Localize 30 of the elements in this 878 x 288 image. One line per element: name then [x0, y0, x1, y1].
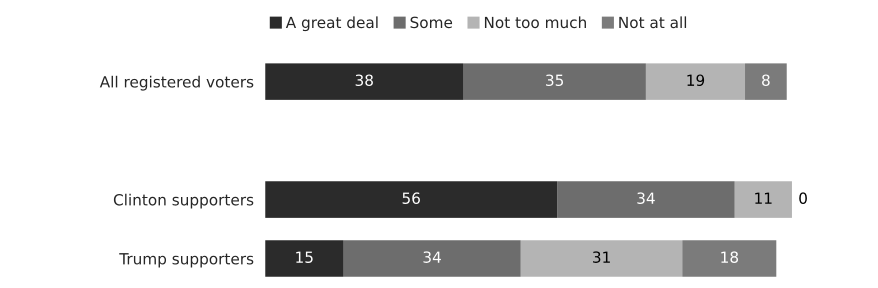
bar: [463, 63, 646, 100]
data-label: 35: [546, 74, 564, 86]
legend-label: A great deal: [286, 16, 378, 32]
bar: [646, 63, 746, 100]
data-label: 18: [721, 251, 738, 263]
data-label: 8: [762, 74, 770, 86]
data-label: 56: [402, 192, 420, 204]
data-label: 38: [356, 74, 373, 86]
bar: [745, 63, 787, 100]
bar: [265, 181, 558, 218]
data-label: 11: [755, 192, 772, 204]
bar: [265, 240, 344, 277]
bar: [557, 181, 735, 218]
bar: [734, 181, 792, 218]
data-label: 34: [424, 251, 441, 263]
y-tick-label: Clinton supporters: [114, 194, 254, 209]
y-tick-label: Trump supporters: [119, 253, 254, 268]
data-label: 19: [687, 74, 704, 86]
data-label: 0: [799, 192, 807, 204]
legend-label: Not at all: [619, 16, 686, 28]
bar: [520, 240, 682, 277]
bar: [265, 63, 464, 100]
data-label: 34: [637, 192, 655, 204]
legend-label: Not too much: [484, 16, 586, 28]
y-tick-label: All registered voters: [100, 76, 254, 91]
data-label: 15: [296, 252, 313, 263]
data-label: 31: [593, 251, 610, 263]
legend-label: Some: [410, 16, 452, 28]
bar: [343, 240, 521, 277]
bar: [682, 240, 776, 277]
